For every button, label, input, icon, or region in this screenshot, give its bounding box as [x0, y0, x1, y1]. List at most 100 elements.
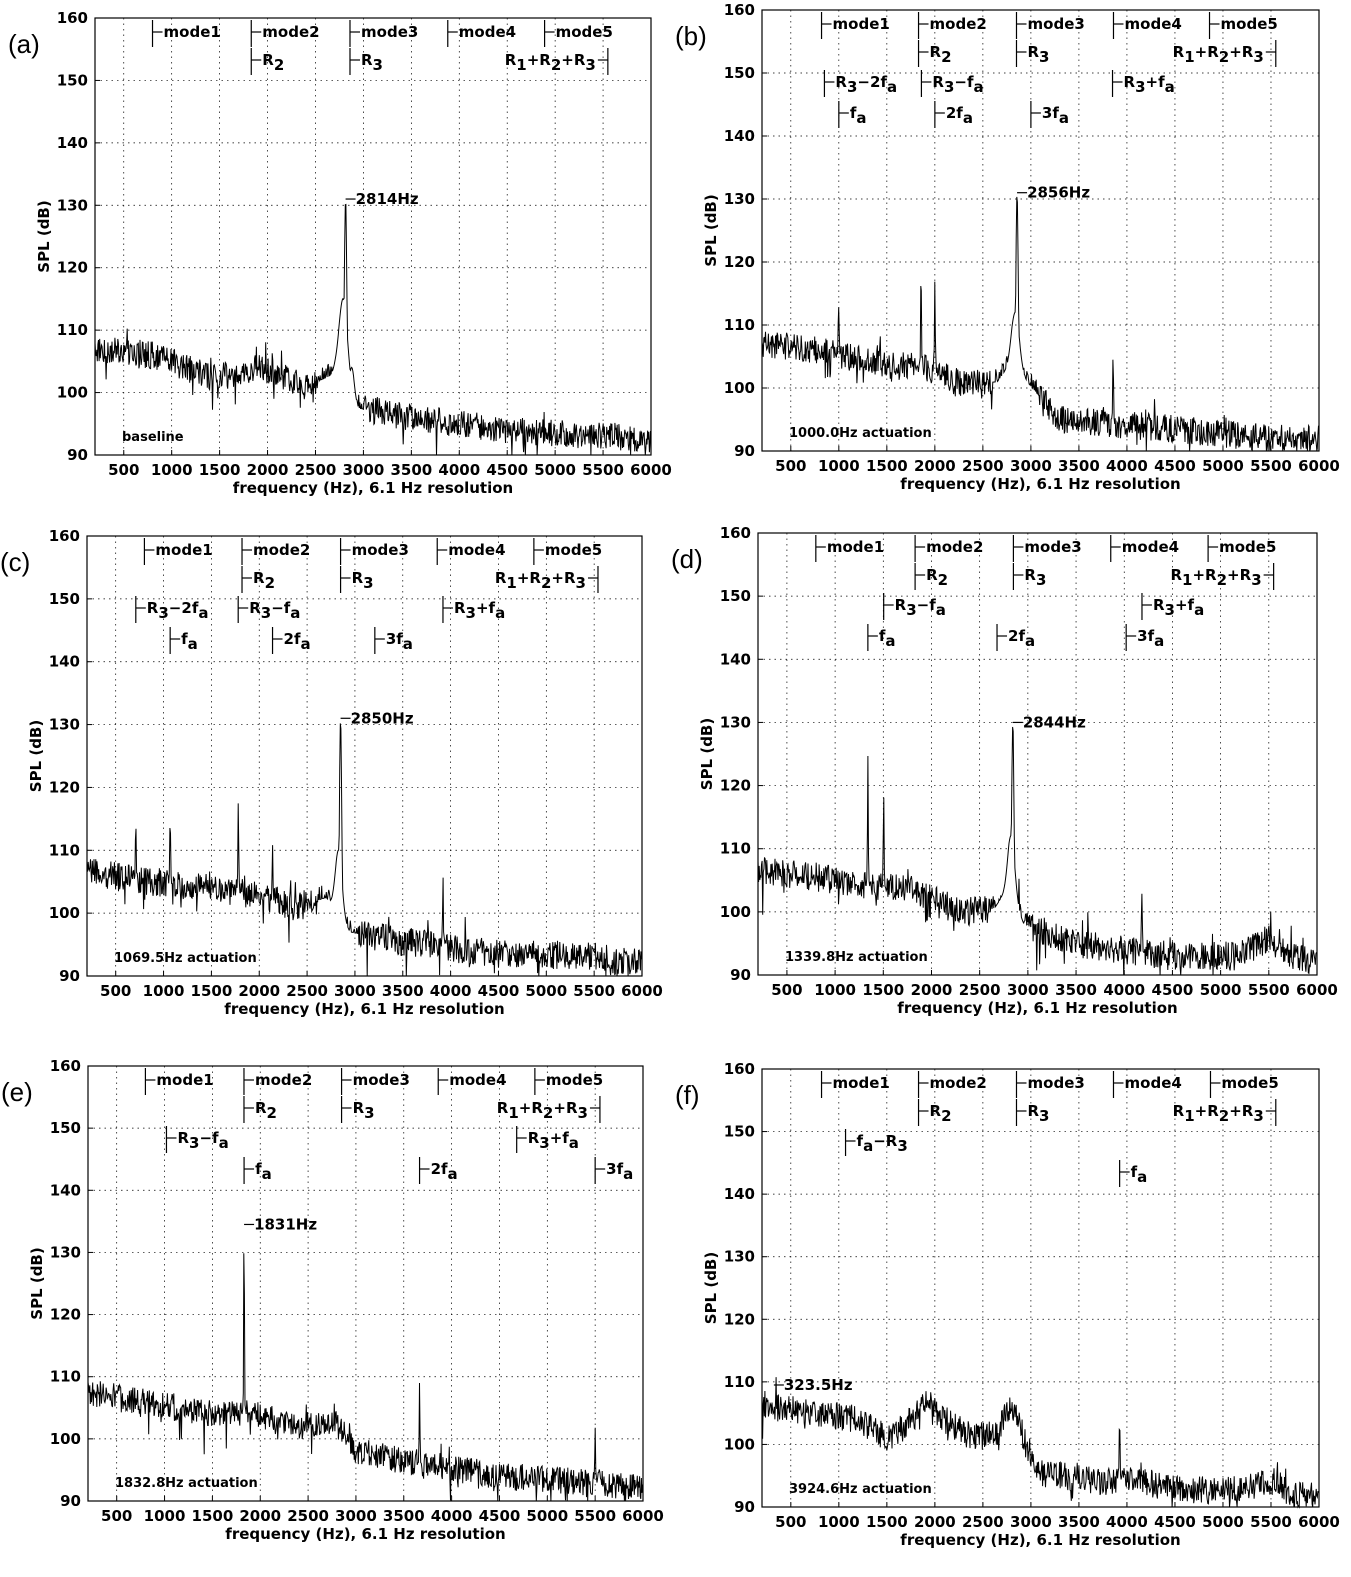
annotation-label: R1+R2+R3	[1170, 566, 1261, 589]
x-tick-label: 4000	[438, 461, 480, 479]
annotation-label: mode5	[1219, 538, 1276, 556]
peak-label: 2814Hz	[356, 190, 419, 208]
annotation-label: fa−R3	[857, 1132, 908, 1155]
x-tick-label: 3000	[335, 1507, 377, 1525]
x-tick-label: 4500	[479, 1507, 521, 1525]
x-tick-label: 6000	[622, 1507, 664, 1525]
y-tick-label: 100	[57, 384, 88, 402]
y-tick-label: 150	[49, 590, 80, 608]
annotation-label: R1+R2+R3	[505, 51, 596, 74]
x-tick-label: 5000	[1202, 457, 1244, 475]
y-tick-label: 90	[730, 966, 751, 984]
panel-label: (e)	[1, 1077, 33, 1107]
x-tick-label: 1000	[151, 461, 193, 479]
x-tick-label: 2500	[959, 981, 1001, 999]
y-tick-label: 90	[734, 442, 755, 460]
annotation-label: mode3	[1027, 15, 1084, 33]
y-tick-label: 160	[50, 1057, 81, 1075]
annotation-label: R1+R2+R3	[495, 569, 586, 592]
panel-label: (c)	[0, 547, 30, 577]
y-tick-label: 150	[724, 64, 755, 82]
annotation-label: R3	[1027, 43, 1049, 66]
x-tick-label: 3000	[343, 461, 385, 479]
y-tick-label: 110	[720, 840, 751, 858]
x-axis-label: frequency (Hz), 6.1 Hz resolution	[225, 1525, 505, 1543]
y-tick-label: 120	[724, 1310, 755, 1328]
condition-label: 1069.5Hz actuation	[114, 951, 257, 966]
y-tick-label: 110	[49, 841, 80, 859]
x-tick-label: 1500	[866, 1513, 908, 1531]
y-tick-label: 150	[724, 1123, 755, 1141]
annotation-label: R2	[253, 569, 275, 592]
annotation-label: mode5	[545, 541, 602, 559]
annotation-label: fa	[1131, 1163, 1148, 1186]
x-tick-label: 2000	[247, 461, 289, 479]
y-tick-label: 120	[57, 259, 88, 277]
annotation-label: R3	[353, 1099, 375, 1122]
annotation-label: mode3	[361, 23, 418, 41]
x-tick-label: 2500	[287, 1507, 329, 1525]
annotation-label: fa	[879, 627, 896, 650]
spectrum-chart: 500 1000 1500 2000 2500 3000 3500 4000 4500 5000 5…	[8, 9, 672, 497]
annotation-label: mode2	[926, 538, 983, 556]
x-tick-label: 3500	[1058, 457, 1100, 475]
annotation-label: R1+R2+R3	[1173, 1102, 1264, 1125]
peak-label: 1831Hz	[254, 1215, 317, 1233]
annotation-label: 2fa	[284, 630, 311, 653]
x-tick-label: 6000	[1298, 1513, 1340, 1531]
annotation-label: mode2	[930, 1074, 987, 1092]
x-tick-label: 4500	[1154, 1513, 1196, 1531]
y-tick-label: 90	[67, 446, 88, 464]
annotation-label: R3+fa	[528, 1129, 579, 1152]
x-tick-label: 4000	[431, 1507, 473, 1525]
y-tick-label: 130	[724, 1248, 755, 1266]
annotation-label: mode1	[156, 1071, 213, 1089]
x-tick-label: 4000	[430, 982, 472, 1000]
annotation-label: mode2	[262, 23, 319, 41]
annotation-label: mode5	[556, 23, 613, 41]
condition-label: 1339.8Hz actuation	[785, 950, 928, 965]
plot-frame	[94, 17, 652, 456]
annotation-label: mode3	[352, 541, 409, 559]
x-tick-label: 2000	[914, 1513, 956, 1531]
condition-label: 1832.8Hz actuation	[115, 1476, 258, 1491]
x-tick-label: 500	[108, 461, 139, 479]
spectrum-chart: 500 1000 1500 2000 2500 3000 3500 4000 4500 5000 5…	[1, 1057, 664, 1543]
annotation-label: mode5	[1221, 15, 1278, 33]
annotation-label: 2fa	[1008, 627, 1035, 650]
y-tick-label: 140	[720, 650, 751, 668]
x-tick-label: 2500	[295, 461, 337, 479]
y-tick-label: 150	[57, 71, 88, 89]
x-tick-label: 2500	[962, 457, 1004, 475]
x-tick-label: 5500	[582, 461, 624, 479]
annotation-label: mode4	[1122, 538, 1179, 556]
x-tick-label: 4000	[1106, 1513, 1148, 1531]
x-tick-label: 500	[771, 981, 802, 999]
x-tick-label: 1000	[144, 1507, 186, 1525]
x-tick-label: 500	[100, 982, 131, 1000]
x-tick-label: 5000	[525, 982, 567, 1000]
y-tick-label: 160	[49, 527, 80, 545]
condition-label: 1000.0Hz actuation	[789, 426, 932, 441]
annotation-label: 3fa	[1042, 104, 1069, 127]
annotation-label: R3−fa	[249, 599, 300, 622]
y-tick-label: 140	[49, 653, 80, 671]
x-tick-label: 6000	[1296, 981, 1338, 999]
peak-label: 2844Hz	[1023, 713, 1086, 731]
x-tick-label: 2500	[962, 1513, 1004, 1531]
annotation-label: R1+R2+R3	[497, 1099, 588, 1122]
peak-label: 323.5Hz	[784, 1376, 853, 1394]
annotation-label: mode2	[253, 541, 310, 559]
annotation-label: mode4	[459, 23, 516, 41]
x-tick-label: 1000	[143, 982, 185, 1000]
annotation-label: mode5	[546, 1071, 603, 1089]
x-tick-label: 5500	[1250, 1513, 1292, 1531]
annotation-label: mode1	[155, 541, 212, 559]
x-tick-label: 1000	[818, 457, 860, 475]
y-tick-label: 90	[734, 1498, 755, 1516]
spectrum-line	[761, 1377, 1319, 1509]
panel-label: (d)	[671, 544, 703, 574]
y-tick-label: 110	[724, 1373, 755, 1391]
panel-label: (a)	[8, 29, 40, 59]
